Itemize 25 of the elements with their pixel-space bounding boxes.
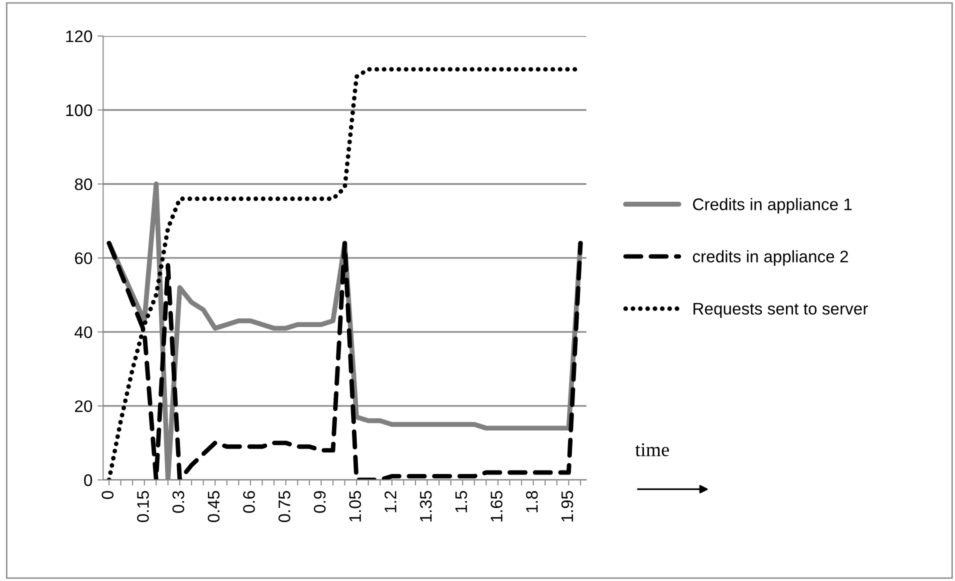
legend-label: credits in appliance 2 — [692, 250, 848, 266]
x-tick-label: 0.3 — [172, 491, 184, 513]
x-tick-label: 0.15 — [137, 491, 149, 522]
x-tick-label: 1.95 — [561, 491, 574, 522]
text: time — [635, 443, 669, 456]
y-tick-label: 120 — [66, 30, 92, 42]
x-tick-label: 0 — [102, 490, 114, 499]
y-tick-label: 0 — [84, 474, 92, 486]
y-tick-label: 60 — [75, 252, 92, 264]
x-tick-label: 0.45 — [208, 491, 220, 522]
x-tick-label: 1.05 — [349, 491, 362, 522]
y-tick-label: 100 — [66, 104, 92, 116]
x-tick-label: 0.9 — [314, 491, 326, 513]
x-tick-label: 1.8 — [526, 491, 538, 512]
y-tick-label: 40 — [74, 326, 92, 338]
legend-label: Credits in appliance 1 — [693, 198, 852, 214]
legend-label: Requests sent to server — [694, 303, 868, 318]
x-tick-label: 0.75 — [278, 491, 290, 522]
y-tick-label: 80 — [74, 178, 92, 190]
x-tick-label: 1.2 — [384, 491, 396, 512]
x-tick-label: 1.35 — [420, 491, 432, 522]
y-tick-label: 20 — [75, 400, 92, 412]
x-tick-label: 1.65 — [490, 491, 502, 522]
x-tick-label: 0.6 — [243, 491, 255, 513]
x-tick-label: 1.5 — [455, 491, 468, 512]
